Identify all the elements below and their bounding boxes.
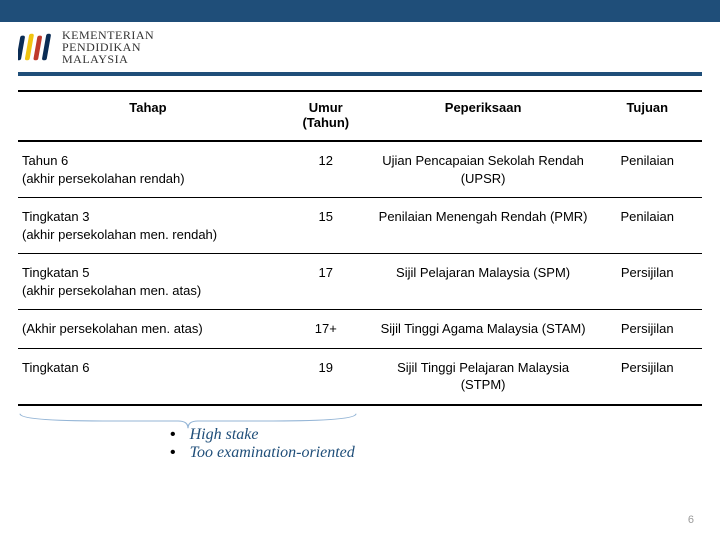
cell-tujuan: Penilaian — [593, 141, 702, 198]
cell-peperiksaan: Sijil Tinggi Pelajaran Malaysia (STPM) — [374, 348, 593, 405]
cell-tahap: Tingkatan 6 — [18, 348, 278, 405]
ministry-name: KEMENTERIAN PENDIDIKAN MALAYSIA — [62, 29, 154, 65]
cell-peperiksaan: Ujian Pencapaian Sekolah Rendah (UPSR) — [374, 141, 593, 198]
cell-tahap: Tingkatan 3(akhir persekolahan men. rend… — [18, 198, 278, 254]
annotation-text: High stake — [190, 426, 259, 444]
cell-tujuan: Persijilan — [593, 348, 702, 405]
table-row: Tingkatan 3(akhir persekolahan men. rend… — [18, 198, 702, 254]
cell-peperiksaan: Penilaian Menengah Rendah (PMR) — [374, 198, 593, 254]
table-row: Tingkatan 6 19 Sijil Tinggi Pelajaran Ma… — [18, 348, 702, 405]
cell-umur: 15 — [278, 198, 374, 254]
exam-table-wrap: Tahap Umur(Tahun) Peperiksaan Tujuan Tah… — [0, 76, 720, 406]
col-header-tujuan: Tujuan — [593, 91, 702, 141]
curly-bracket-icon — [18, 412, 358, 430]
table-row: (Akhir persekolahan men. atas) 17+ Sijil… — [18, 310, 702, 349]
cell-tahap: Tingkatan 5(akhir persekolahan men. atas… — [18, 254, 278, 310]
cell-umur: 17 — [278, 254, 374, 310]
bullet-dot-icon: • — [170, 426, 176, 444]
table-row: Tahun 6(akhir persekolahan rendah) 12 Uj… — [18, 141, 702, 198]
annotation-bullets: • High stake • Too examination-oriented — [0, 426, 720, 462]
annotation-text: Too examination-oriented — [190, 444, 355, 462]
cell-tahap: Tahun 6(akhir persekolahan rendah) — [18, 141, 278, 198]
cell-tujuan: Persijilan — [593, 254, 702, 310]
cell-umur: 17+ — [278, 310, 374, 349]
cell-tujuan: Penilaian — [593, 198, 702, 254]
table-body: Tahun 6(akhir persekolahan rendah) 12 Uj… — [18, 141, 702, 405]
col-header-tahap: Tahap — [18, 91, 278, 141]
bullet-dot-icon: • — [170, 444, 176, 462]
cell-tujuan: Persijilan — [593, 310, 702, 349]
ministry-line3: MALAYSIA — [62, 53, 154, 65]
col-header-peperiksaan: Peperiksaan — [374, 91, 593, 141]
table-row: Tingkatan 5(akhir persekolahan men. atas… — [18, 254, 702, 310]
cell-tahap: (Akhir persekolahan men. atas) — [18, 310, 278, 349]
cell-umur: 19 — [278, 348, 374, 405]
ministry-logo-icon — [18, 28, 56, 66]
table-header-row: Tahap Umur(Tahun) Peperiksaan Tujuan — [18, 91, 702, 141]
cell-peperiksaan: Sijil Pelajaran Malaysia (SPM) — [374, 254, 593, 310]
top-accent-bar — [0, 0, 720, 22]
col-header-umur: Umur(Tahun) — [278, 91, 374, 141]
annotation-bullet-row: • High stake — [170, 426, 702, 444]
header-logo-row: KEMENTERIAN PENDIDIKAN MALAYSIA — [0, 22, 720, 70]
page-number: 6 — [688, 514, 694, 526]
cell-peperiksaan: Sijil Tinggi Agama Malaysia (STAM) — [374, 310, 593, 349]
exam-table: Tahap Umur(Tahun) Peperiksaan Tujuan Tah… — [18, 90, 702, 406]
cell-umur: 12 — [278, 141, 374, 198]
annotation-bullet-row: • Too examination-oriented — [170, 444, 702, 462]
